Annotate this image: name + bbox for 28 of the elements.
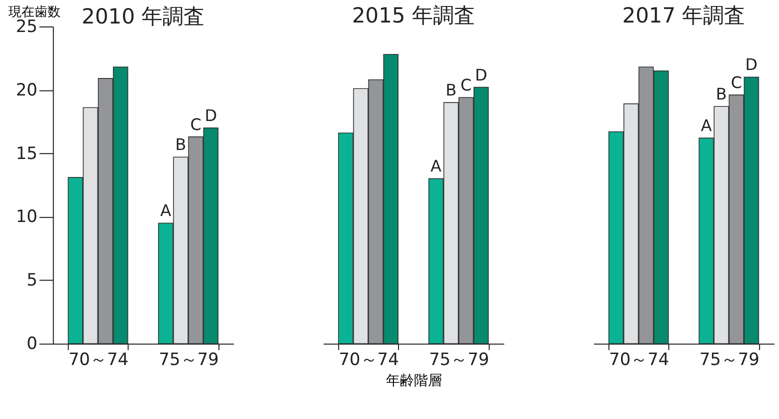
y-tick-label: 0 xyxy=(26,333,38,354)
x-tick-label: 70～74 xyxy=(338,349,399,370)
series-label: C xyxy=(190,114,202,134)
series-label: D xyxy=(475,65,488,84)
series-label: A xyxy=(160,201,172,220)
x-tick-label: 75～79 xyxy=(158,349,219,370)
chart-title: 2015 年調査 xyxy=(352,3,475,28)
series-label: D xyxy=(204,106,217,125)
x-tick-label: 70～74 xyxy=(68,349,129,370)
series-label: B xyxy=(175,135,186,154)
series-label: D xyxy=(745,55,758,74)
chart-title: 2010 年調査 xyxy=(82,4,205,28)
y-tick-label: 20 xyxy=(16,79,38,100)
y-tick-label: 10 xyxy=(16,206,38,226)
series-label: C xyxy=(460,76,472,95)
series-label: A xyxy=(430,156,442,176)
x-axis-title: 年齢階層 xyxy=(386,373,442,390)
series-label: B xyxy=(716,84,727,104)
series-label: C xyxy=(730,72,742,92)
x-tick-label: 75～79 xyxy=(429,349,490,370)
y-axis-title: 現在歯数 xyxy=(8,4,60,20)
y-tick-label: 15 xyxy=(16,142,38,163)
series-label: B xyxy=(446,80,457,100)
chart-title: 2017 年調査 xyxy=(622,3,746,28)
series-label: A xyxy=(700,116,712,136)
y-tick-label: 5 xyxy=(26,270,38,290)
x-tick-label: 70～74 xyxy=(609,349,670,370)
x-tick-label: 75～79 xyxy=(699,349,760,370)
